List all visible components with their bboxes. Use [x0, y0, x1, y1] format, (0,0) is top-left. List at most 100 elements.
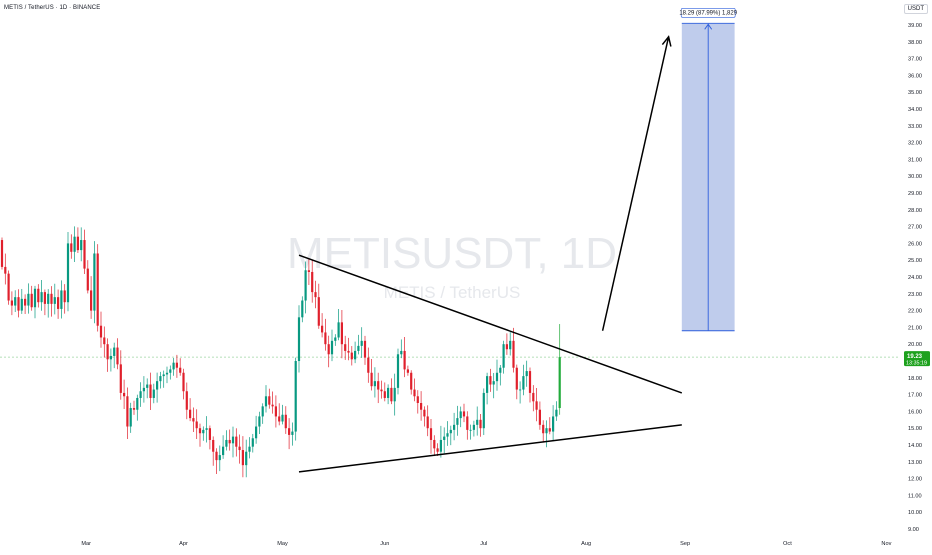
candle-body[interactable] — [225, 439, 228, 447]
candle[interactable] — [63, 284, 66, 314]
candle-body[interactable] — [525, 371, 528, 377]
candle-body[interactable] — [4, 266, 7, 274]
candle[interactable] — [10, 291, 13, 316]
candle-body[interactable] — [146, 384, 149, 388]
candle[interactable] — [363, 335, 367, 365]
candle[interactable] — [7, 270, 10, 305]
candle-body[interactable] — [142, 387, 145, 392]
candle[interactable] — [195, 409, 198, 440]
candle-body[interactable] — [535, 401, 538, 410]
candle-body[interactable] — [179, 367, 182, 373]
candle-body[interactable] — [396, 354, 400, 388]
candle-body[interactable] — [509, 340, 512, 350]
candle-body[interactable] — [416, 396, 419, 403]
candle[interactable] — [519, 381, 522, 404]
candle[interactable] — [294, 357, 297, 441]
candle-body[interactable] — [489, 376, 492, 385]
candle[interactable] — [433, 435, 436, 457]
candle-body[interactable] — [255, 426, 258, 439]
candle[interactable] — [482, 388, 485, 436]
candle-body[interactable] — [73, 236, 76, 252]
candle-body[interactable] — [433, 439, 436, 449]
candle-body[interactable] — [24, 298, 27, 306]
candle-body[interactable] — [182, 372, 185, 392]
candle-body[interactable] — [360, 340, 363, 346]
candle[interactable] — [17, 289, 20, 318]
candle[interactable] — [390, 378, 393, 405]
candle[interactable] — [380, 380, 383, 399]
candle-body[interactable] — [274, 406, 277, 417]
candle-body[interactable] — [532, 392, 535, 402]
candle[interactable] — [248, 437, 251, 459]
candle-body[interactable] — [218, 455, 221, 461]
candle[interactable] — [324, 318, 327, 351]
candle-body[interactable] — [50, 293, 53, 304]
candle-body[interactable] — [116, 347, 119, 365]
candle-body[interactable] — [462, 411, 466, 417]
candle-body[interactable] — [33, 288, 37, 308]
candle-body[interactable] — [103, 337, 106, 345]
candle-body[interactable] — [466, 416, 469, 430]
candle-body[interactable] — [347, 350, 350, 353]
candle-body[interactable] — [215, 451, 218, 461]
candle[interactable] — [509, 332, 512, 356]
candle[interactable] — [192, 407, 195, 433]
candle-body[interactable] — [261, 406, 264, 417]
candle[interactable] — [532, 385, 535, 412]
candle-body[interactable] — [492, 381, 495, 385]
candle-body[interactable] — [156, 381, 159, 390]
candle-body[interactable] — [14, 297, 17, 306]
candle[interactable] — [116, 338, 119, 370]
candle-body[interactable] — [390, 387, 393, 402]
candle-body[interactable] — [198, 428, 202, 434]
candle-body[interactable] — [66, 243, 70, 303]
candle[interactable] — [27, 283, 30, 314]
candle[interactable] — [525, 360, 528, 387]
candle[interactable] — [327, 335, 330, 368]
candle-body[interactable] — [192, 418, 195, 422]
candle-body[interactable] — [502, 344, 505, 368]
candle[interactable] — [182, 368, 185, 400]
candle-body[interactable] — [93, 253, 96, 311]
candle[interactable] — [93, 241, 96, 324]
candle-body[interactable] — [453, 424, 456, 430]
candle[interactable] — [274, 395, 277, 428]
candle-body[interactable] — [429, 428, 433, 440]
candle-body[interactable] — [373, 381, 376, 387]
candle[interactable] — [70, 234, 73, 259]
candle[interactable] — [406, 365, 409, 376]
candle-body[interactable] — [555, 409, 558, 417]
candle-body[interactable] — [195, 421, 198, 429]
candle-body[interactable] — [337, 322, 340, 338]
candle[interactable] — [208, 425, 211, 450]
candle[interactable] — [83, 229, 86, 274]
candle-body[interactable] — [479, 419, 482, 429]
candle[interactable] — [156, 372, 159, 403]
candle-body[interactable] — [172, 362, 175, 370]
candle-body[interactable] — [538, 409, 541, 425]
candle-body[interactable] — [99, 325, 103, 338]
candle-body[interactable] — [47, 293, 50, 304]
candle-body[interactable] — [456, 418, 459, 425]
candle[interactable] — [476, 406, 479, 436]
candle-body[interactable] — [251, 438, 254, 447]
candle-body[interactable] — [443, 436, 446, 440]
candle-body[interactable] — [321, 325, 324, 333]
candle[interactable] — [377, 372, 380, 404]
candle-body[interactable] — [426, 416, 429, 429]
candle-body[interactable] — [258, 416, 261, 427]
candle[interactable] — [383, 382, 386, 402]
candle[interactable] — [357, 334, 360, 355]
candle[interactable] — [66, 231, 70, 312]
candle[interactable] — [99, 311, 103, 348]
candle-body[interactable] — [60, 290, 63, 309]
candle[interactable] — [552, 405, 555, 442]
candle-body[interactable] — [406, 369, 409, 373]
candle-body[interactable] — [0, 240, 4, 267]
candle-body[interactable] — [165, 372, 169, 375]
candle[interactable] — [109, 348, 112, 372]
candle[interactable] — [495, 359, 499, 391]
candle[interactable] — [538, 401, 541, 430]
candle[interactable] — [261, 403, 264, 424]
